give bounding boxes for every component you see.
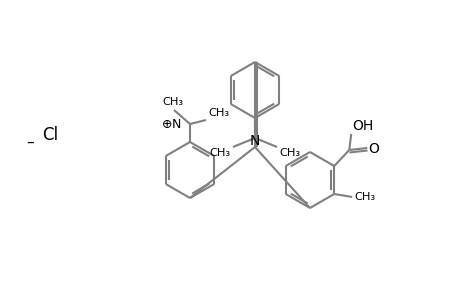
Text: OH: OH <box>352 119 373 133</box>
Text: CH₃: CH₃ <box>353 192 375 202</box>
Text: CH₃: CH₃ <box>207 108 229 118</box>
Text: –: – <box>26 134 34 149</box>
Text: N: N <box>249 134 260 148</box>
Text: CH₃: CH₃ <box>279 148 299 158</box>
Text: $\oplus$N: $\oplus$N <box>161 118 182 130</box>
Text: CH₃: CH₃ <box>162 97 183 107</box>
Text: Cl: Cl <box>42 126 58 144</box>
Text: CH₃: CH₃ <box>209 148 230 158</box>
Text: O: O <box>368 142 378 156</box>
